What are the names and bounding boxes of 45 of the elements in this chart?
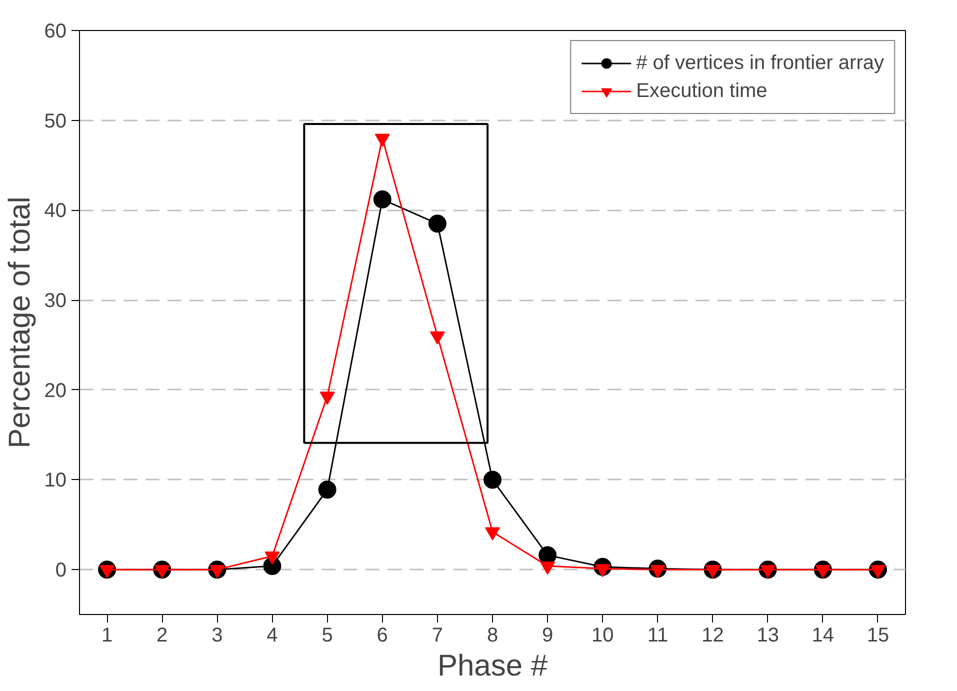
x-tick-label: 14 [812, 624, 834, 646]
point [595, 564, 610, 578]
point [484, 470, 502, 489]
point [650, 565, 666, 578]
y-axis-title: Percentage of total [3, 196, 36, 448]
legend-label: # of vertices in frontier array [636, 52, 884, 74]
point [374, 134, 390, 147]
y-tick-label: 50 [44, 110, 67, 132]
y-tick-label: 10 [44, 470, 67, 492]
point [760, 565, 776, 578]
point [428, 214, 446, 233]
point [154, 565, 170, 578]
point [430, 331, 445, 345]
x-tick-label: 11 [647, 624, 668, 646]
y-tick-label: 30 [44, 290, 67, 312]
y-tick-label: 60 [44, 20, 67, 42]
point [264, 552, 280, 565]
x-tick-label: 1 [101, 624, 113, 646]
point [100, 565, 115, 578]
point [320, 392, 335, 405]
point [210, 565, 225, 578]
point [815, 565, 830, 578]
x-tick-label: 9 [542, 624, 554, 646]
x-tick-label: 15 [866, 624, 890, 646]
point [705, 565, 720, 578]
y-tick-label: 20 [44, 380, 67, 402]
x-tick-label: 12 [702, 624, 724, 646]
point [870, 565, 886, 578]
x-tick-label: 4 [266, 624, 278, 646]
x-axis-title: Phase # [437, 650, 548, 682]
y-tick-label: 0 [55, 560, 66, 582]
point [540, 561, 556, 575]
x-tick-label: 13 [756, 624, 779, 646]
x-tick-label: 6 [376, 624, 388, 646]
point [318, 480, 336, 499]
x-tick-label: 2 [156, 624, 168, 646]
x-tick-label: 7 [432, 624, 443, 646]
x-tick-label: 3 [212, 624, 223, 646]
x-tick-label: 5 [322, 624, 333, 646]
point [485, 527, 500, 540]
point [373, 190, 392, 208]
legend-label: Execution time [636, 80, 768, 102]
x-tick-label: 10 [592, 624, 614, 646]
x-tick-label: 8 [486, 624, 498, 646]
y-tick-label: 40 [44, 200, 67, 222]
